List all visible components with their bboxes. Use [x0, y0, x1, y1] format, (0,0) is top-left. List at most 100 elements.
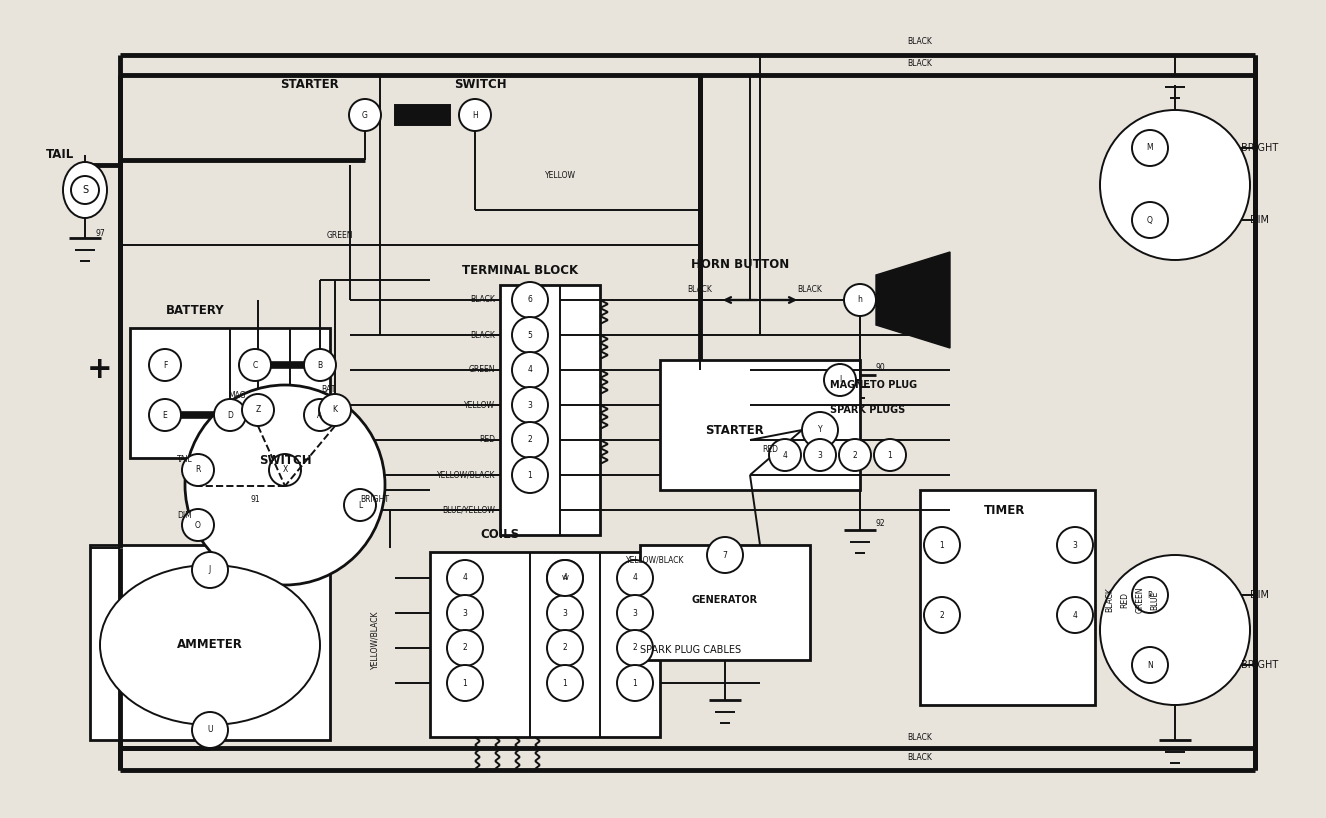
Text: BRIGHT: BRIGHT [1241, 660, 1278, 670]
Text: B: B [317, 361, 322, 370]
Text: 4: 4 [1073, 610, 1078, 619]
Text: 6: 6 [528, 295, 533, 304]
Text: YELLOW: YELLOW [464, 401, 495, 410]
Circle shape [924, 527, 960, 563]
Text: K: K [333, 406, 338, 415]
Circle shape [149, 349, 182, 381]
Text: 4: 4 [528, 366, 533, 375]
Text: 2: 2 [633, 644, 638, 653]
Circle shape [512, 282, 548, 318]
Text: BLACK: BLACK [1106, 587, 1114, 613]
Text: X: X [282, 465, 288, 474]
Circle shape [1101, 110, 1250, 260]
Text: BLACK: BLACK [688, 285, 712, 294]
Text: TAIL: TAIL [46, 149, 74, 161]
Text: GREEN: GREEN [326, 231, 353, 240]
Text: GREEN: GREEN [468, 366, 495, 375]
Text: BRIGHT: BRIGHT [1241, 143, 1278, 153]
Circle shape [804, 439, 835, 471]
Text: TIMER: TIMER [984, 504, 1026, 516]
Text: BLACK: BLACK [907, 732, 932, 741]
Circle shape [320, 394, 351, 426]
Bar [660, 360, 861, 490]
Text: MAG: MAG [228, 390, 245, 399]
Text: J: J [210, 565, 211, 574]
Circle shape [192, 712, 228, 748]
Circle shape [839, 439, 871, 471]
Circle shape [512, 317, 548, 353]
Circle shape [845, 284, 876, 316]
Text: h: h [858, 295, 862, 304]
Bar [640, 545, 810, 660]
Text: STARTER: STARTER [281, 79, 339, 92]
Text: DIM: DIM [1250, 590, 1269, 600]
Text: N: N [1147, 660, 1152, 669]
Circle shape [269, 454, 301, 486]
Text: Q: Q [1147, 215, 1152, 224]
Circle shape [447, 595, 483, 631]
Bar [90, 545, 330, 740]
Text: YELLOW: YELLOW [545, 170, 575, 179]
Circle shape [548, 560, 583, 596]
Circle shape [304, 399, 335, 431]
Text: BLACK: BLACK [907, 60, 932, 69]
Ellipse shape [64, 162, 107, 218]
Text: BRIGHT: BRIGHT [361, 496, 390, 505]
Text: RED: RED [1120, 592, 1130, 608]
Circle shape [512, 457, 548, 493]
Circle shape [1057, 597, 1093, 633]
Text: 3: 3 [463, 609, 468, 618]
Circle shape [617, 630, 652, 666]
Text: BLACK: BLACK [907, 753, 932, 762]
Text: BATTERY: BATTERY [166, 303, 224, 317]
Ellipse shape [99, 565, 320, 725]
Text: BLUE: BLUE [1151, 591, 1159, 609]
Text: BLACK: BLACK [471, 295, 495, 304]
Text: R: R [195, 465, 200, 474]
Circle shape [548, 560, 583, 596]
Text: 97: 97 [95, 228, 105, 237]
Text: BLACK: BLACK [471, 330, 495, 339]
Polygon shape [876, 252, 949, 348]
Text: HORN BUTTON: HORN BUTTON [691, 258, 789, 272]
Text: W: W [562, 575, 569, 581]
Text: TAIL: TAIL [178, 456, 192, 465]
Circle shape [447, 560, 483, 596]
Text: 1: 1 [463, 678, 467, 687]
Text: 1: 1 [562, 678, 568, 687]
Circle shape [512, 422, 548, 458]
Text: 4: 4 [782, 451, 788, 460]
Circle shape [243, 394, 274, 426]
Text: H: H [472, 110, 477, 119]
Text: YELLOW/BLACK: YELLOW/BLACK [626, 555, 684, 564]
Bar [430, 552, 660, 737]
Text: M: M [1147, 143, 1154, 152]
Circle shape [72, 176, 99, 204]
Circle shape [1101, 555, 1250, 705]
Text: 2: 2 [940, 610, 944, 619]
Text: GREEN: GREEN [1135, 587, 1144, 614]
Circle shape [874, 439, 906, 471]
Text: 5: 5 [528, 330, 533, 339]
Text: F: F [163, 361, 167, 370]
Circle shape [304, 349, 335, 381]
Circle shape [512, 352, 548, 388]
Bar [920, 490, 1095, 705]
Text: BLUE/YELLOW: BLUE/YELLOW [442, 506, 495, 515]
Circle shape [548, 630, 583, 666]
Text: 1: 1 [633, 678, 638, 687]
Circle shape [802, 412, 838, 448]
Circle shape [459, 99, 491, 131]
Text: YELLOW/BLACK: YELLOW/BLACK [370, 611, 379, 669]
Circle shape [823, 364, 857, 396]
Text: DIM: DIM [1250, 215, 1269, 225]
Text: L: L [358, 501, 362, 510]
Circle shape [1132, 130, 1168, 166]
Text: P: P [1148, 591, 1152, 600]
Circle shape [548, 665, 583, 701]
Circle shape [1132, 647, 1168, 683]
Circle shape [707, 537, 743, 573]
Text: 7: 7 [723, 551, 728, 560]
Circle shape [349, 99, 381, 131]
Text: G: G [362, 110, 367, 119]
